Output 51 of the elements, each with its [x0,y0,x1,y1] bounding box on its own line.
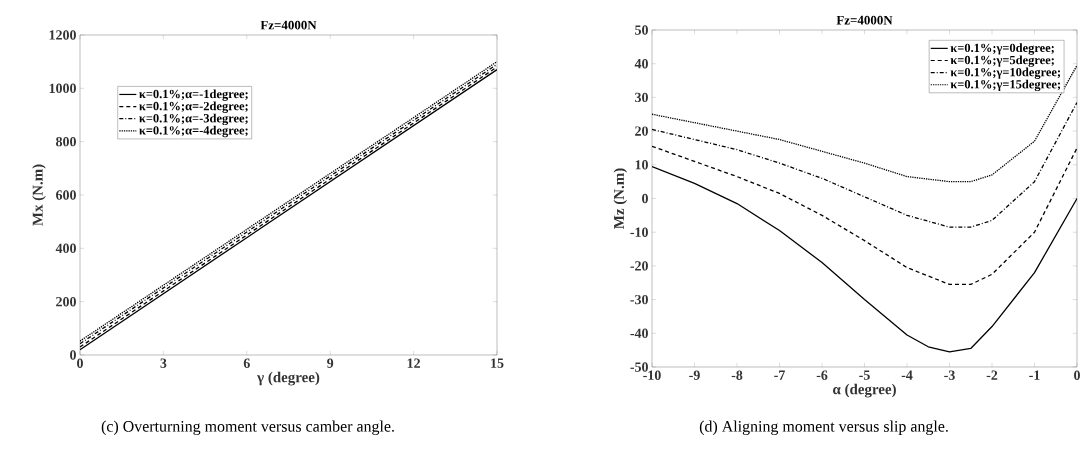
x-tick-label: -5 [859,370,870,380]
chart-title: Fz=4000N [836,15,893,25]
y-tick-label: 50 [635,25,648,35]
y-tick-label: 10 [635,160,648,170]
legend-label: κ=0.1%;γ=15degree; [950,79,1061,92]
y-tick-label: 0 [70,350,76,360]
x-tick-label: 0 [77,358,83,368]
y-tick-label: 400 [55,243,76,254]
x-tick-label: -7 [774,370,785,380]
x-tick-label: -4 [901,370,913,380]
chart-title: Fz=4000N [260,20,317,30]
legend-label: κ=0.1%;γ=0degree; [950,43,1054,55]
x-tick-label: -8 [731,370,743,380]
x-axis-title: α (degree) [833,383,896,398]
y-tick-label: 40 [634,58,648,69]
legend-label: κ=0.1%;α=-3degree; [139,113,248,126]
y-axis-title: Mz (N.m) [613,168,628,229]
y-tick-label: -10 [630,227,648,237]
x-tick-label: 0 [1074,370,1080,380]
x-tick-label: -10 [643,370,661,380]
legend-label: κ=0.1%;γ=10degree; [950,67,1061,79]
legend-label: κ=0.1%;α=-2degree; [139,101,248,113]
x-axis-title: γ (degree) [257,371,320,386]
y-tick-label: 1000 [49,83,76,94]
y-axis-title: Mx (N.m) [32,164,46,226]
legend-label: κ=0.1%;α=-4degree; [139,125,248,138]
x-tick-label: 15 [491,358,504,368]
y-tick-label: -50 [630,362,648,372]
x-tick-label: -2 [986,370,998,380]
y-tick-label: 600 [56,190,76,200]
x-tick-label: -9 [689,370,700,380]
text: (d) Aligning moment versus slip angle. [699,420,948,436]
y-tick-label: 800 [56,136,76,147]
y-tick-label: -30 [630,294,648,305]
x-tick-label: -3 [944,370,955,380]
text: (c) Overturning moment versus camber angle. [101,420,394,436]
legend-label: κ=0.1%;γ=5degree; [950,55,1054,67]
y-tick-label: 200 [56,296,76,307]
x-tick-label: -6 [816,370,828,380]
y-tick-label: 0 [642,193,648,204]
legend-label: κ=0.1%;α=-1degree; [139,89,248,101]
x-tick-label: 12 [407,358,420,368]
y-tick-label: 30 [635,92,648,103]
y-tick-label: -20 [630,261,648,271]
x-tick-label: -1 [1029,370,1040,380]
x-tick-label: 9 [327,358,334,368]
y-tick-label: 1200 [49,30,76,40]
x-tick-label: 6 [243,358,250,368]
y-tick-label: 20 [635,126,648,136]
x-tick-label: 3 [160,358,167,368]
y-tick-label: -40 [630,328,648,339]
